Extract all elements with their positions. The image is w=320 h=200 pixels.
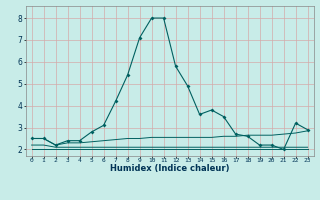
X-axis label: Humidex (Indice chaleur): Humidex (Indice chaleur) — [110, 164, 229, 173]
